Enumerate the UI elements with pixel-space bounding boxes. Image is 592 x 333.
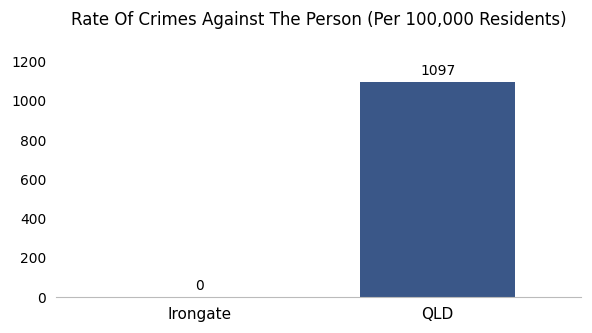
Bar: [360, 82, 515, 297]
Text: 1097: 1097: [420, 64, 455, 78]
Text: 0: 0: [195, 279, 204, 293]
Title: Rate Of Crimes Against The Person (Per 100,000 Residents): Rate Of Crimes Against The Person (Per 1…: [70, 11, 566, 29]
